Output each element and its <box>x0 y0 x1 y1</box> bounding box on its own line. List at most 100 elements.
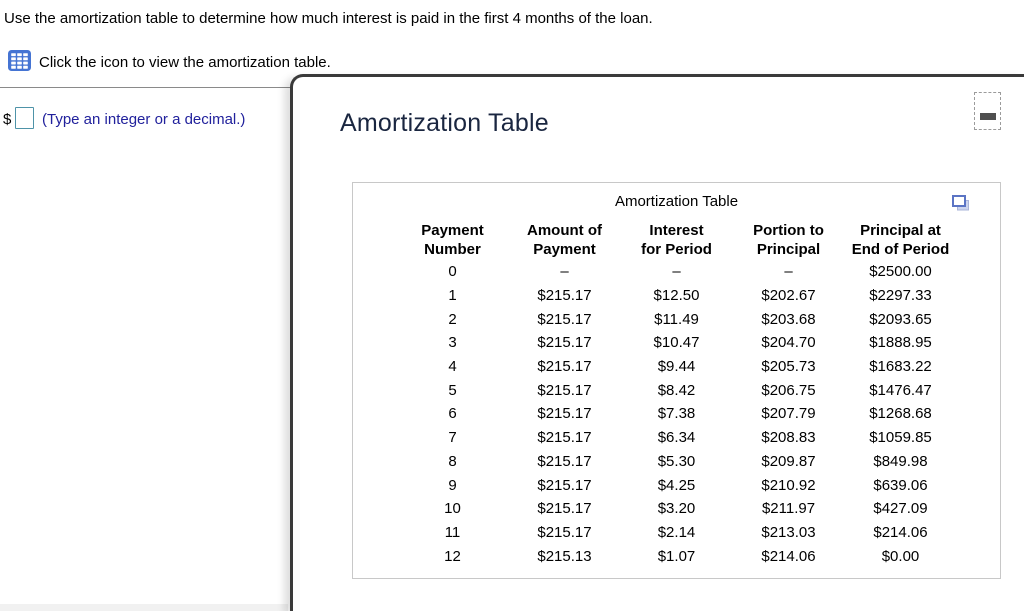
table-cell: 11 <box>444 523 461 541</box>
table-cell: $215.13 <box>537 547 592 565</box>
table-cell: $213.03 <box>761 523 816 541</box>
table-cell: $215.17 <box>537 381 592 399</box>
table-row: 4 $215.17 $9.44 $205.73 $1683.22 <box>397 355 957 379</box>
table-cell: $215.17 <box>537 334 592 352</box>
popup-title: Amortization Table <box>340 109 549 137</box>
table-cell: $8.42 <box>657 381 696 399</box>
table-cell: $5.30 <box>657 452 696 470</box>
table-row: 6 $215.17 $7.38 $207.79 $1268.68 <box>397 402 957 426</box>
table-cell: 3 <box>448 334 457 352</box>
amortization-table-header-row: Payment Number Amount of Payment Interest for… <box>397 219 957 260</box>
table-row: 0 – – – $2500.00 <box>397 260 957 284</box>
table-cell: 9 <box>448 476 457 494</box>
minimize-icon <box>979 112 996 120</box>
table-cell: 7 <box>448 429 457 447</box>
column-header: Principal at End of Period <box>851 222 950 258</box>
table-grid-icon <box>8 50 31 71</box>
table-cell: $211.97 <box>761 500 816 518</box>
table-cell: $207.79 <box>761 405 816 423</box>
table-row: 5 $215.17 $8.42 $206.75 $1476.47 <box>397 378 957 402</box>
table-cell: $215.17 <box>537 523 592 541</box>
table-row: 8 $215.17 $5.30 $209.87 $849.98 <box>397 450 957 474</box>
table-row: 3 $215.17 $10.47 $204.70 $1888.95 <box>397 331 957 355</box>
table-cell: $215.17 <box>537 500 592 518</box>
table-cell: $1476.47 <box>869 381 932 399</box>
table-cell: $205.73 <box>761 358 816 376</box>
table-cell: $1888.95 <box>869 334 932 352</box>
bottom-gray-strip <box>0 604 288 611</box>
table-cell: $427.09 <box>873 500 928 518</box>
table-cell: 5 <box>448 381 457 399</box>
table-cell: $206.75 <box>761 381 816 399</box>
column-header: Amount of Payment <box>527 222 602 258</box>
amortization-table-body: 0 – – – $2500.00 1 $215.17 $12.50 $202.67 $2297.3… <box>397 260 957 568</box>
answer-input[interactable] <box>15 107 34 129</box>
table-cell: $202.67 <box>761 287 816 305</box>
table-cell: 4 <box>448 358 457 376</box>
table-cell: $11.49 <box>654 310 699 328</box>
table-cell: 12 <box>444 547 461 565</box>
table-caption: Amortization Table <box>614 193 739 210</box>
table-cell: $2.14 <box>657 523 696 541</box>
dollar-sign-label: $ <box>3 111 12 128</box>
table-cell: – <box>560 263 569 281</box>
table-cell: $12.50 <box>653 287 700 305</box>
table-cell: 2 <box>448 310 457 328</box>
column-header: Interest for Period <box>641 222 712 258</box>
amortization-table: Payment Number Amount of Payment Interest for… <box>397 219 957 568</box>
table-row: 9 $215.17 $4.25 $210.92 $639.06 <box>397 473 957 497</box>
table-cell: $215.17 <box>537 452 592 470</box>
table-cell: $3.20 <box>657 500 696 518</box>
table-cell: $9.44 <box>657 358 696 376</box>
table-row: 7 $215.17 $6.34 $208.83 $1059.85 <box>397 426 957 450</box>
table-cell: $210.92 <box>761 476 816 494</box>
table-cell: 0 <box>448 263 457 281</box>
view-table-icon[interactable] <box>8 50 31 71</box>
table-cell: 10 <box>444 500 461 518</box>
table-cell: $0.00 <box>881 547 920 565</box>
table-cell: $1.07 <box>657 547 696 565</box>
table-cell: – <box>672 263 681 281</box>
table-cell: $6.34 <box>657 429 696 447</box>
table-cell: $1059.85 <box>869 429 932 447</box>
amortization-popup: Amortization Table Amortization Table Pa… <box>290 74 1024 611</box>
table-cell: $204.70 <box>761 334 816 352</box>
table-row: 2 $215.17 $11.49 $203.68 $2093.65 <box>397 307 957 331</box>
table-cell: $215.17 <box>537 405 592 423</box>
answer-format-hint: (Type an integer or a decimal.) <box>42 111 246 128</box>
table-cell: $203.68 <box>761 310 816 328</box>
table-cell: $7.38 <box>657 405 696 423</box>
icon-instruction: Click the icon to view the amortization … <box>39 54 331 71</box>
table-cell: $10.47 <box>653 334 700 352</box>
table-cell: $214.06 <box>761 547 816 565</box>
column-header: Portion to Principal <box>753 222 824 258</box>
table-cell: $215.17 <box>537 429 592 447</box>
table-row: 10 $215.17 $3.20 $211.97 $427.09 <box>397 497 957 521</box>
table-cell: $208.83 <box>761 429 816 447</box>
table-cell: $2093.65 <box>869 310 932 328</box>
table-cell: 1 <box>448 287 457 305</box>
table-cell: $2297.33 <box>869 287 932 305</box>
table-cell: $215.17 <box>537 476 592 494</box>
table-cell: $4.25 <box>657 476 696 494</box>
popout-icon[interactable] <box>952 195 970 212</box>
table-cell: $2500.00 <box>869 263 932 281</box>
minimize-button[interactable] <box>974 92 1001 130</box>
horizontal-divider <box>0 87 291 88</box>
table-cell: $214.06 <box>873 523 928 541</box>
table-cell: $215.17 <box>537 358 592 376</box>
table-cell: $1683.22 <box>869 358 932 376</box>
table-row: 12 $215.13 $1.07 $214.06 $0.00 <box>397 544 957 568</box>
table-cell: 8 <box>448 452 457 470</box>
question-prompt: Use the amortization table to determine … <box>4 10 653 27</box>
table-cell: $215.17 <box>537 287 592 305</box>
table-cell: $215.17 <box>537 310 592 328</box>
amortization-table-box: Amortization Table Payment Number Amount o… <box>352 182 1001 579</box>
table-row: 11 $215.17 $2.14 $213.03 $214.06 <box>397 521 957 545</box>
table-row: 1 $215.17 $12.50 $202.67 $2297.33 <box>397 284 957 308</box>
column-header: Payment Number <box>421 222 484 258</box>
table-cell: $849.98 <box>873 452 928 470</box>
table-cell: 6 <box>448 405 457 423</box>
table-cell: $639.06 <box>873 476 928 494</box>
table-cell: – <box>784 263 793 281</box>
